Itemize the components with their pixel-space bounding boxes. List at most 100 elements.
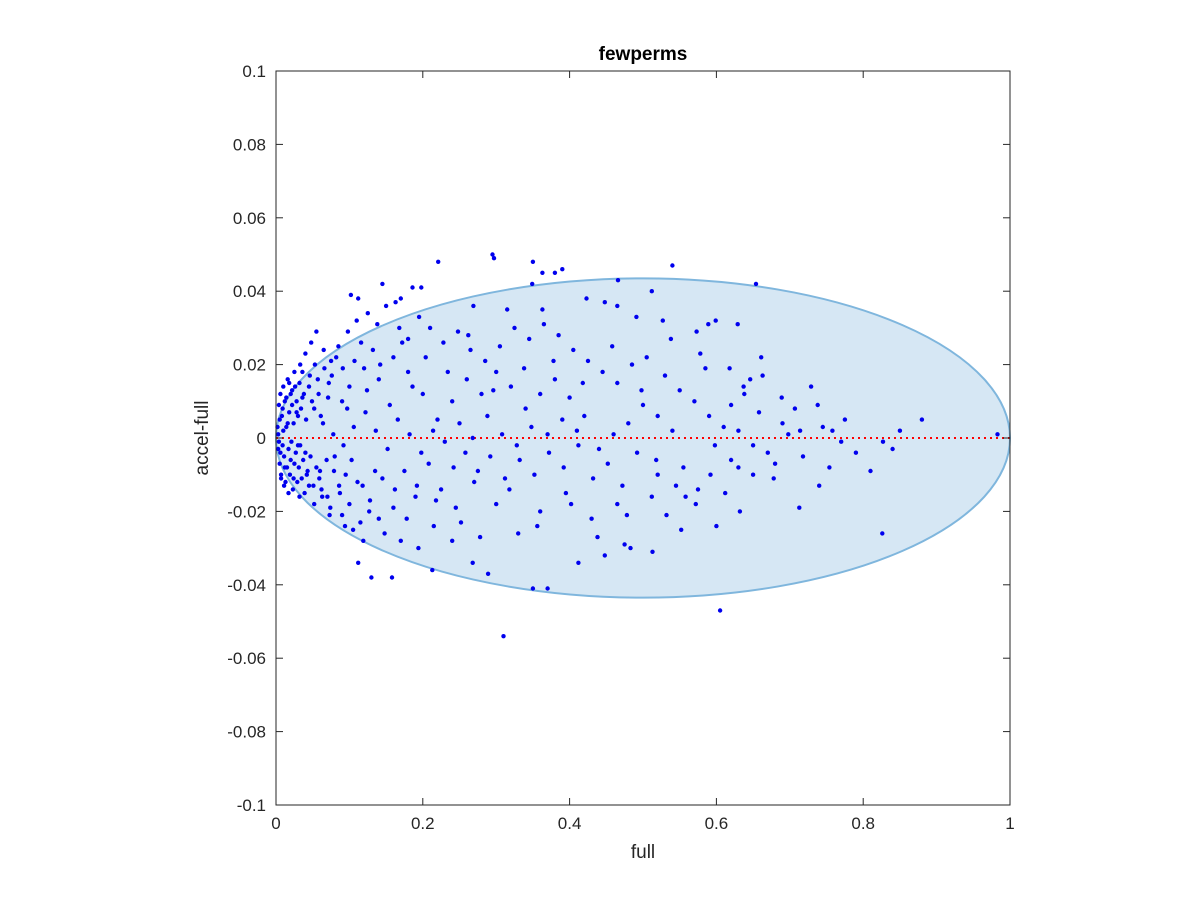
data-point: [668, 336, 674, 342]
data-point: [485, 571, 491, 576]
data-point: [538, 391, 543, 397]
data-point: [351, 424, 356, 430]
data-point: [508, 384, 514, 389]
data-point: [341, 443, 346, 448]
data-point: [470, 435, 475, 441]
data-point: [502, 476, 508, 481]
data-point: [628, 545, 633, 551]
data-point: [650, 549, 655, 554]
data-point: [491, 388, 496, 393]
data-point: [451, 465, 456, 470]
data-point: [771, 476, 776, 481]
data-point: [655, 413, 660, 419]
data-point: [336, 483, 342, 488]
data-point: [298, 443, 303, 448]
data-point: [306, 483, 312, 488]
data-point: [339, 399, 345, 404]
data-point: [314, 329, 319, 334]
data-point: [419, 285, 424, 290]
y-tick-label: 0.08: [233, 135, 266, 154]
data-point: [309, 340, 314, 345]
data-point: [410, 285, 415, 290]
data-point: [404, 516, 409, 521]
y-tick-label: 0.06: [233, 209, 266, 228]
data-point: [670, 428, 675, 433]
data-point: [402, 468, 407, 474]
y-tick-label: 0.02: [233, 356, 266, 375]
data-point: [445, 369, 450, 375]
data-point: [693, 501, 698, 507]
data-point: [497, 344, 503, 349]
data-point: [292, 369, 297, 375]
data-point: [293, 450, 298, 455]
y-tick-label: -0.04: [227, 576, 266, 595]
data-point: [501, 634, 506, 639]
data-point: [327, 512, 332, 518]
data-point: [348, 292, 354, 298]
data-point: [297, 494, 302, 499]
data-point: [995, 432, 1000, 437]
data-point: [312, 406, 317, 411]
data-point: [416, 545, 421, 551]
data-point: [721, 424, 726, 430]
data-point: [352, 358, 357, 364]
data-point: [385, 446, 390, 452]
data-point: [737, 509, 743, 514]
data-point: [750, 472, 756, 477]
data-point: [325, 395, 331, 400]
data-point: [347, 501, 352, 507]
y-tick-label: -0.06: [227, 649, 266, 668]
data-point: [723, 490, 728, 496]
data-point: [283, 479, 288, 485]
data-point: [339, 512, 345, 518]
data-point: [328, 358, 334, 364]
data-point: [664, 512, 669, 518]
data-point: [458, 520, 464, 525]
data-point: [470, 560, 475, 565]
data-point: [361, 538, 366, 543]
data-point: [670, 263, 675, 268]
data-point: [380, 476, 385, 481]
data-point: [382, 531, 387, 536]
data-point: [535, 523, 540, 529]
data-point: [475, 468, 481, 474]
data-point: [435, 417, 440, 422]
data-point: [576, 443, 581, 448]
data-point: [765, 450, 770, 455]
data-point: [611, 432, 616, 437]
data-point: [797, 505, 802, 510]
data-point: [541, 322, 547, 327]
chart-title: fewperms: [599, 44, 688, 65]
data-point: [698, 351, 703, 356]
data-point: [369, 575, 374, 580]
data-point: [426, 461, 431, 466]
data-point: [640, 402, 646, 408]
data-point: [712, 443, 718, 448]
data-point: [332, 454, 337, 459]
data-point: [281, 483, 287, 488]
data-point: [284, 424, 289, 430]
data-point: [375, 322, 380, 327]
data-point: [797, 428, 803, 433]
data-point: [890, 446, 895, 452]
data-point: [517, 457, 522, 463]
data-point: [397, 325, 402, 331]
data-point: [307, 373, 312, 378]
data-point: [334, 355, 339, 360]
data-point: [356, 296, 361, 301]
data-point: [286, 446, 291, 452]
data-point: [337, 490, 343, 496]
data-point: [750, 443, 756, 448]
data-point: [471, 303, 476, 309]
data-point: [343, 472, 348, 477]
data-point: [297, 380, 302, 386]
data-point: [383, 303, 389, 309]
data-point: [376, 377, 381, 382]
data-point: [395, 417, 400, 422]
data-point: [753, 281, 759, 287]
data-point: [756, 410, 762, 415]
data-point: [842, 417, 848, 422]
data-point: [278, 472, 284, 477]
data-point: [398, 296, 403, 301]
data-point: [282, 399, 287, 404]
